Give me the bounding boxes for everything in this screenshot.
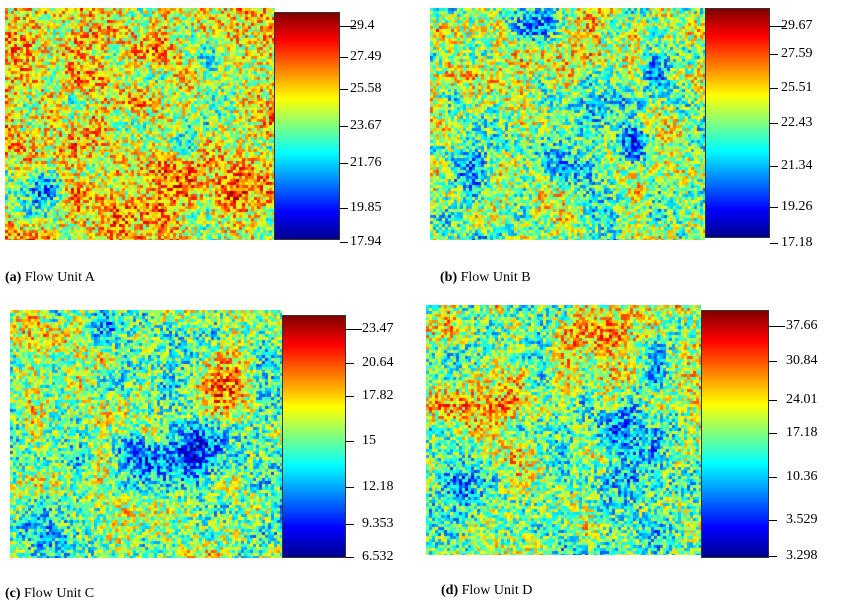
colorbar-tick-label: 9.353 [362,516,394,531]
colorbar-tick-label: 20.64 [362,355,394,370]
colorbar-tick-label: 6.532 [362,549,394,564]
colorbar-flow-unit-c [282,315,346,558]
colorbar-tick-mark [340,89,348,90]
caption-text: Flow Unit B [460,270,531,285]
colorbar-tick-mark [770,123,778,124]
colorbar-tick-mark [770,54,778,55]
caption-letter: (b) [440,270,458,285]
colorbar-tick-label: 12.18 [362,479,394,494]
colorbar-tick-mark [770,26,786,27]
colorbar-tick-mark [340,242,348,243]
colorbar-tick-mark [769,433,777,434]
colorbar-tick-label: 25.58 [350,81,382,96]
colorbar-tick-mark [346,329,362,330]
colorbar-tick-mark [769,520,777,521]
caption-letter: (d) [441,583,459,598]
colorbar-tick-mark [346,396,354,397]
colorbar-flow-unit-b [705,8,770,238]
colorbar-tick-label: 17.18 [781,235,813,250]
colorbar-tick-mark [769,361,777,362]
colorbar-tick-mark [770,243,778,244]
caption-text: Flow Unit C [24,586,95,601]
colorbar-tick-label: 29.4 [350,18,375,33]
colorbar-tick-label: 23.47 [362,321,394,336]
colorbar-tick-mark [346,487,354,488]
caption-text: Flow Unit D [461,583,533,598]
colorbar-tick-label: 21.34 [781,158,813,173]
colorbar-tick-mark [340,163,348,164]
colorbar-tick-label: 17.82 [362,388,394,403]
colorbar-tick-label: 27.59 [781,46,813,61]
colorbar-tick-mark [770,166,778,167]
colorbar-tick-label: 21.76 [350,155,382,170]
heatmap-flow-unit-b [430,8,705,240]
colorbar-tick-label: 27.49 [350,49,382,64]
heatmap-flow-unit-a [5,8,275,240]
colorbar-tick-label: 3.529 [786,512,818,527]
caption-letter: (a) [5,270,22,285]
colorbar-tick-mark [346,441,354,442]
colorbar-tick-label: 19.26 [781,199,813,214]
colorbar-tick-label: 17.18 [786,425,818,440]
colorbar-tick-mark [769,326,785,327]
colorbar-tick-label: 10.36 [786,469,818,484]
colorbar-tick-label: 30.84 [786,353,818,368]
caption-letter: (c) [5,586,21,601]
colorbar-tick-label: 24.01 [786,392,818,407]
colorbar-tick-mark [346,557,354,558]
colorbar-tick-label: 23.67 [350,118,382,133]
colorbar-tick-mark [340,57,348,58]
colorbar-tick-mark [769,400,777,401]
colorbar-tick-mark [770,207,778,208]
colorbar-flow-unit-a [274,12,340,240]
colorbar-tick-mark [769,477,777,478]
colorbar-tick-label: 29.67 [781,18,813,33]
colorbar-flow-unit-d [701,310,769,558]
colorbar-tick-mark [346,363,354,364]
colorbar-tick-mark [340,126,348,127]
colorbar-tick-mark [340,26,356,27]
heatmap-flow-unit-d [426,305,701,555]
colorbar-tick-label: 3.298 [786,548,818,563]
colorbar-tick-label: 37.66 [786,318,818,333]
colorbar-tick-mark [346,524,354,525]
caption-text: Flow Unit A [24,270,95,285]
colorbar-tick-label: 25.51 [781,80,813,95]
colorbar-tick-mark [769,556,777,557]
caption-flow-unit-d: (d) Flow Unit D [441,583,532,599]
caption-flow-unit-a: (a) Flow Unit A [5,270,95,286]
colorbar-tick-label: 22.43 [781,115,813,130]
colorbar-tick-label: 17.94 [350,234,382,249]
colorbar-tick-label: 15 [362,433,376,448]
colorbar-tick-mark [340,208,348,209]
caption-flow-unit-c: (c) Flow Unit C [5,586,94,602]
colorbar-tick-label: 19.85 [350,200,382,215]
colorbar-tick-mark [770,88,778,89]
caption-flow-unit-b: (b) Flow Unit B [440,270,531,286]
heatmap-flow-unit-c [10,310,282,558]
